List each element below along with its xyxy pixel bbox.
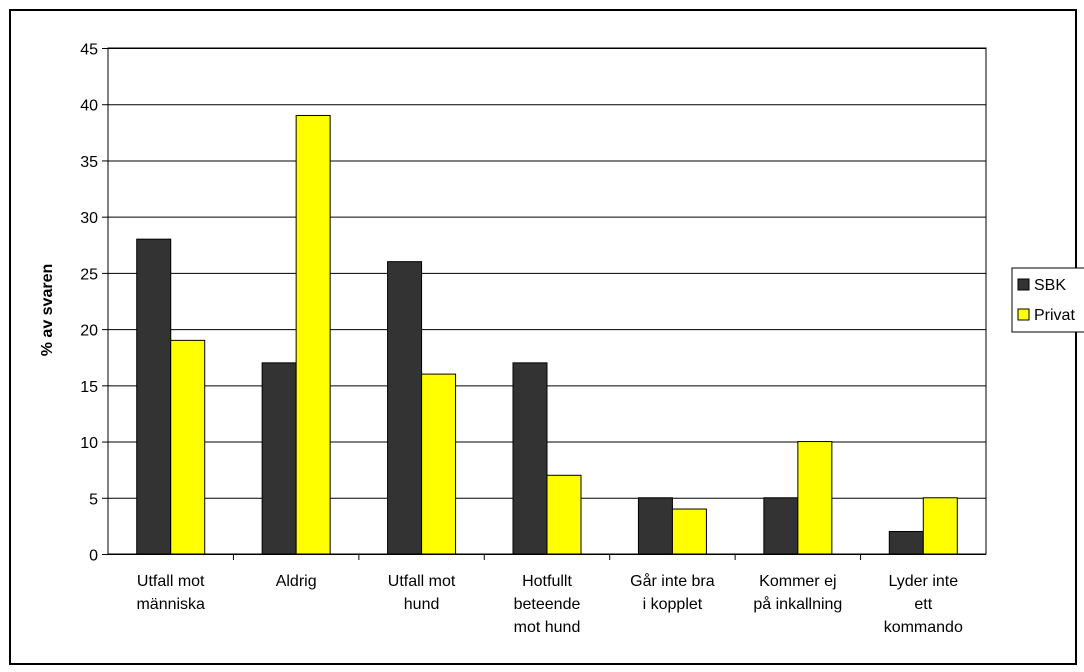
legend: SBK Privat [1011, 267, 1084, 333]
x-tick-label: Går inte bra [630, 572, 715, 590]
x-tick-label: på inkallning [753, 595, 842, 613]
bar-sbk-6 [888, 531, 924, 555]
bar-sbk-2 [387, 261, 423, 555]
bar-privat-5 [797, 441, 833, 555]
y-tick-label: 20 [80, 323, 98, 340]
x-tick-label: ett [914, 596, 932, 613]
bar-privat-6 [922, 497, 958, 555]
y-tick-label: 0 [89, 548, 98, 565]
bar-privat-2 [421, 373, 457, 555]
y-tick-label: 35 [80, 154, 98, 171]
x-tick-label: Kommer ej [759, 573, 836, 590]
x-tick-label: beteende [514, 596, 581, 613]
bars [136, 114, 958, 555]
y-tick-label: 10 [80, 435, 98, 452]
x-tick-label: kommando [884, 619, 963, 636]
labels: 0 5 10 15 20 25 30 35 40 45 Utfall mot människa Aldr… [80, 42, 963, 637]
bar-privat-3 [546, 474, 582, 555]
bar-sbk-4 [637, 497, 673, 555]
y-axis-title: % av svaren [39, 264, 56, 357]
legend-label-privat: Privat [1034, 307, 1075, 324]
bar-privat-0 [170, 339, 206, 555]
bar-sbk-3 [512, 362, 548, 555]
y-tick-label: 45 [80, 42, 98, 59]
axes [102, 48, 986, 560]
bar-sbk-5 [763, 497, 799, 555]
bar-privat-4 [671, 508, 707, 555]
legend-label-sbk: SBK [1034, 277, 1066, 294]
bar-sbk-1 [261, 362, 297, 555]
y-tick-label: 40 [80, 98, 98, 115]
x-tick-label: hund [404, 596, 440, 613]
y-tick-label: 30 [80, 210, 98, 227]
bar-sbk-0 [136, 238, 172, 555]
x-tick-label: Utfall mot [137, 573, 205, 590]
legend-swatch-privat [1017, 308, 1030, 321]
x-tick-label: Hotfullt [522, 573, 572, 590]
x-tick-label: Aldrig [276, 573, 317, 590]
x-tick-label: Utfall mot [388, 573, 456, 590]
x-tick-label: människa [136, 596, 205, 613]
y-tick-label: 15 [80, 379, 98, 396]
x-tick-label: Lyder inte [888, 573, 958, 590]
bar-privat-1 [295, 114, 331, 555]
y-tick-label: 5 [89, 491, 98, 508]
legend-swatch-sbk [1017, 278, 1030, 291]
y-tick-label: 25 [80, 266, 98, 283]
x-tick-label: i kopplet [643, 596, 703, 613]
x-tick-label: mot hund [514, 619, 581, 636]
